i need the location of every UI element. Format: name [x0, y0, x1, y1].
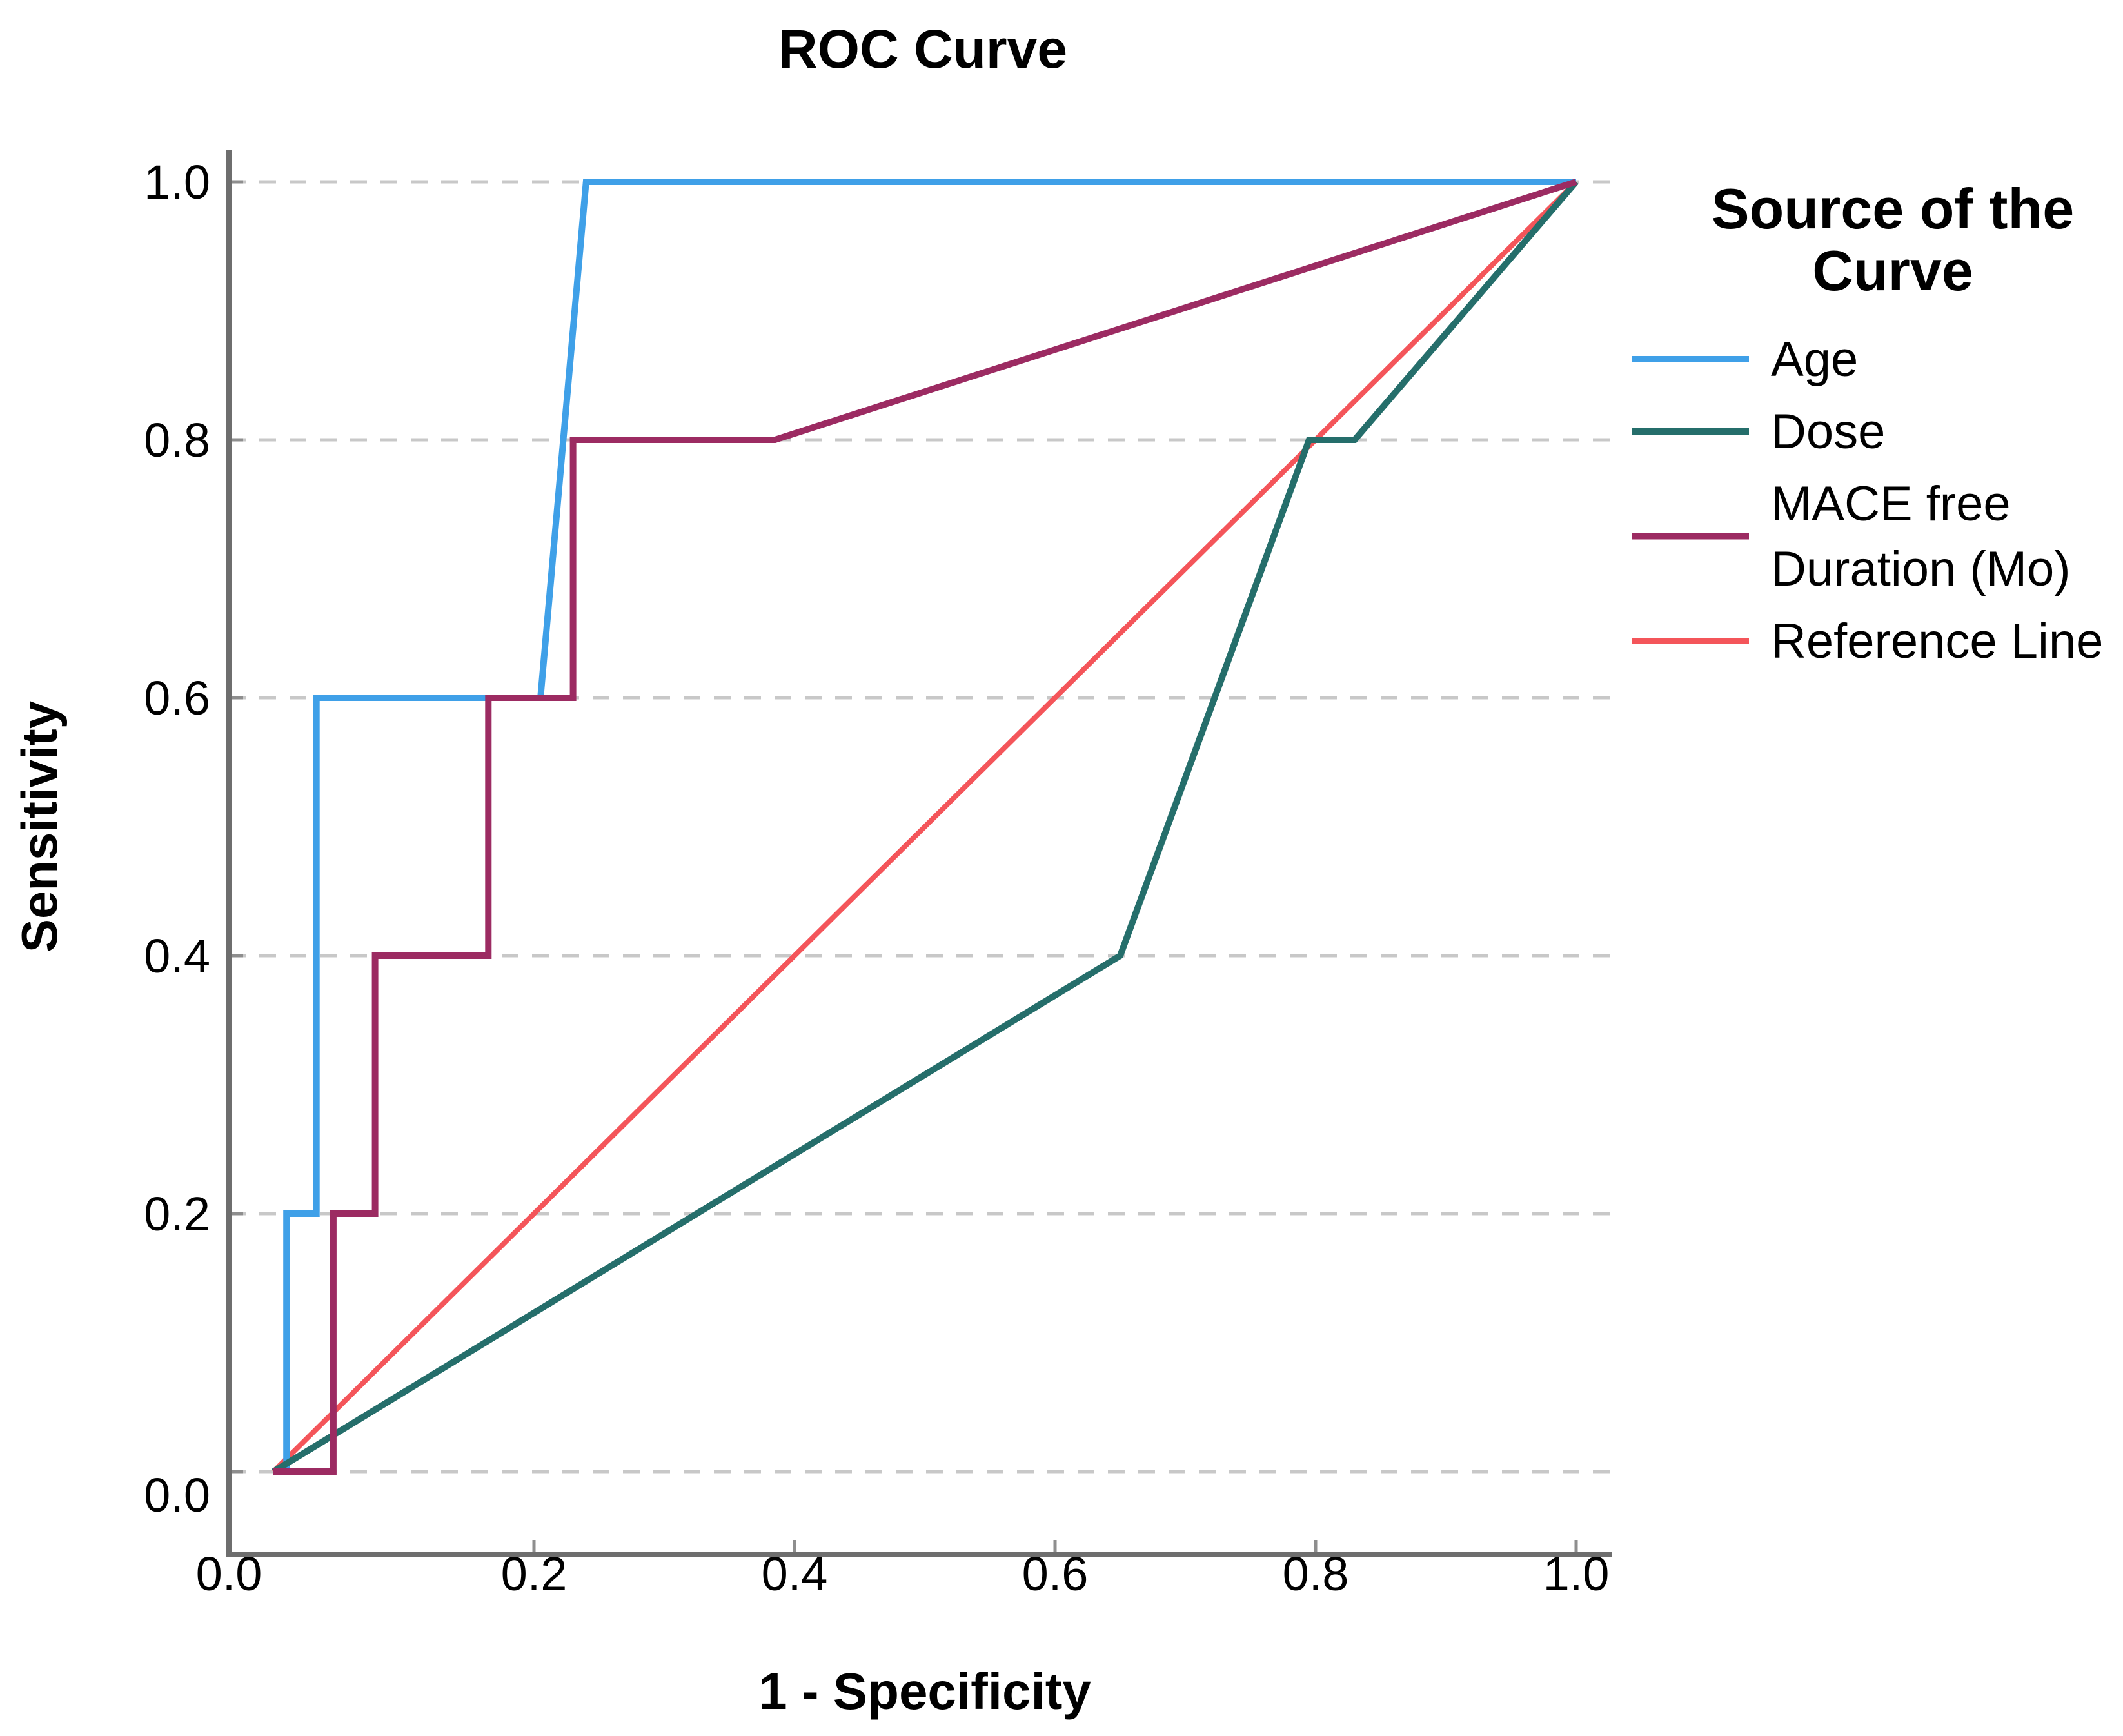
y-tick-label: 0.4: [144, 929, 210, 983]
legend-item-label: Age: [1771, 332, 1858, 387]
chart-title: ROC Curve: [778, 19, 1067, 79]
legend-item-label: Dose: [1771, 404, 1885, 459]
y-tick-label: 0.0: [144, 1468, 210, 1522]
y-tick-label: 1.0: [144, 155, 210, 209]
roc-curve-age: [273, 179, 1576, 1475]
y-axis-title: Sensitivity: [11, 701, 68, 952]
y-tick-label: 0.6: [144, 671, 210, 725]
x-tick-label: 1.0: [1543, 1547, 1610, 1601]
legend-item-label: Duration (Mo): [1771, 542, 2071, 597]
y-tick-label: 0.2: [144, 1187, 210, 1241]
y-tick-label: 0.8: [144, 413, 210, 467]
legend-item-label: MACE free: [1771, 477, 2011, 531]
x-tick-label: 0.6: [1022, 1547, 1089, 1601]
legend-title-line: Source of the: [1712, 177, 2074, 241]
roc-curve-dose: [272, 179, 1579, 1475]
x-axis-title: 1 - Specificity: [758, 1662, 1091, 1720]
x-tick-label: 0.4: [762, 1547, 828, 1601]
x-tick-label: 0.8: [1283, 1547, 1349, 1601]
roc-curve-reference-line: [272, 180, 1578, 1474]
x-tick-label: 0.0: [196, 1547, 262, 1601]
legend-item-label: Reference Line: [1771, 614, 2103, 669]
x-tick-label: 0.2: [501, 1547, 568, 1601]
legend-title-line: Curve: [1812, 239, 1973, 302]
roc-curve-mace-free-duration-mo: [273, 179, 1577, 1475]
